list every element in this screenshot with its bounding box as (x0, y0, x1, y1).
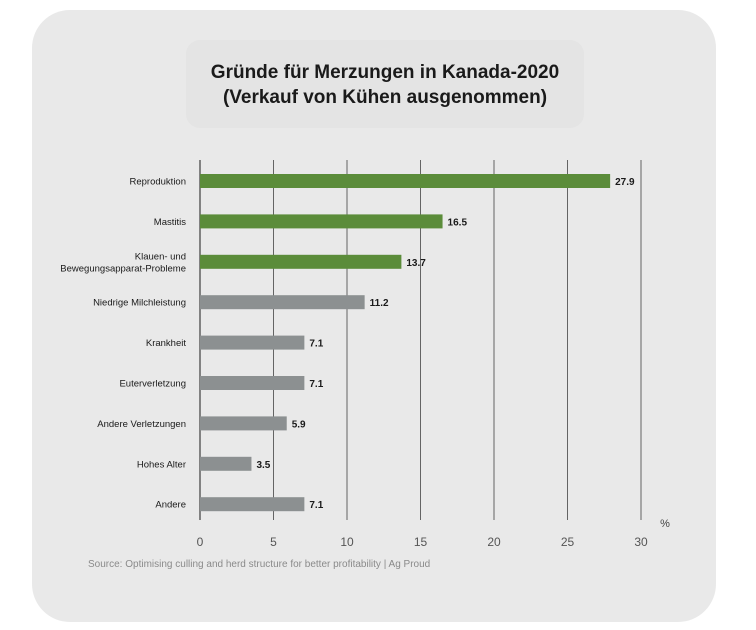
bar (200, 214, 443, 229)
chart-title-line-1: Gründe für Merzungen in Kanada-2020 (210, 62, 560, 83)
value-label: 16.5 (448, 217, 468, 228)
bar (200, 254, 402, 269)
x-tick-label: 5 (270, 535, 277, 549)
bar (200, 295, 365, 310)
bar (200, 335, 305, 350)
value-label: 11.2 (370, 298, 389, 309)
x-tick-label: 15 (414, 535, 428, 549)
chart-title: Gründe für Merzungen in Kanada-2020 (Ver… (140, 60, 630, 110)
value-label: 13.7 (406, 258, 426, 269)
x-tick-label: 0 (197, 535, 204, 549)
x-tick-label: 20 (487, 535, 501, 549)
value-label: 7.1 (309, 339, 323, 350)
category-label: Andere (155, 500, 186, 511)
category-label: Krankheit (146, 338, 186, 349)
category-label: Mastitis (154, 217, 186, 228)
category-label: Euterverletzung (119, 379, 186, 390)
value-label: 5.9 (292, 419, 306, 430)
title-panel (186, 40, 584, 128)
category-label: Klauen- und Bewegungsapparat-Probleme (60, 251, 186, 274)
value-label: 3.5 (256, 460, 270, 471)
unit-label: % (660, 518, 670, 530)
chart-title-line-2: (Verkauf von Kühen ausgenommen) (222, 87, 548, 108)
value-label: 7.1 (309, 379, 323, 390)
value-label: 7.1 (309, 500, 323, 511)
x-tick-label: 25 (561, 535, 575, 549)
category-label: Hohes Alter (137, 459, 186, 470)
value-label: 27.9 (615, 177, 635, 188)
x-tick-label: 30 (634, 535, 648, 549)
bar (200, 174, 611, 188)
category-label: Reproduktion (129, 177, 186, 188)
bar (200, 456, 252, 471)
bar (200, 376, 305, 390)
bar (200, 416, 287, 431)
x-tick-label: 10 (340, 535, 354, 549)
category-label: Niedrige Milchleistung (93, 298, 186, 309)
bar (200, 497, 305, 512)
source-note: Source: Optimising culling and herd stru… (88, 559, 431, 570)
category-label: Andere Verletzungen (97, 419, 186, 430)
